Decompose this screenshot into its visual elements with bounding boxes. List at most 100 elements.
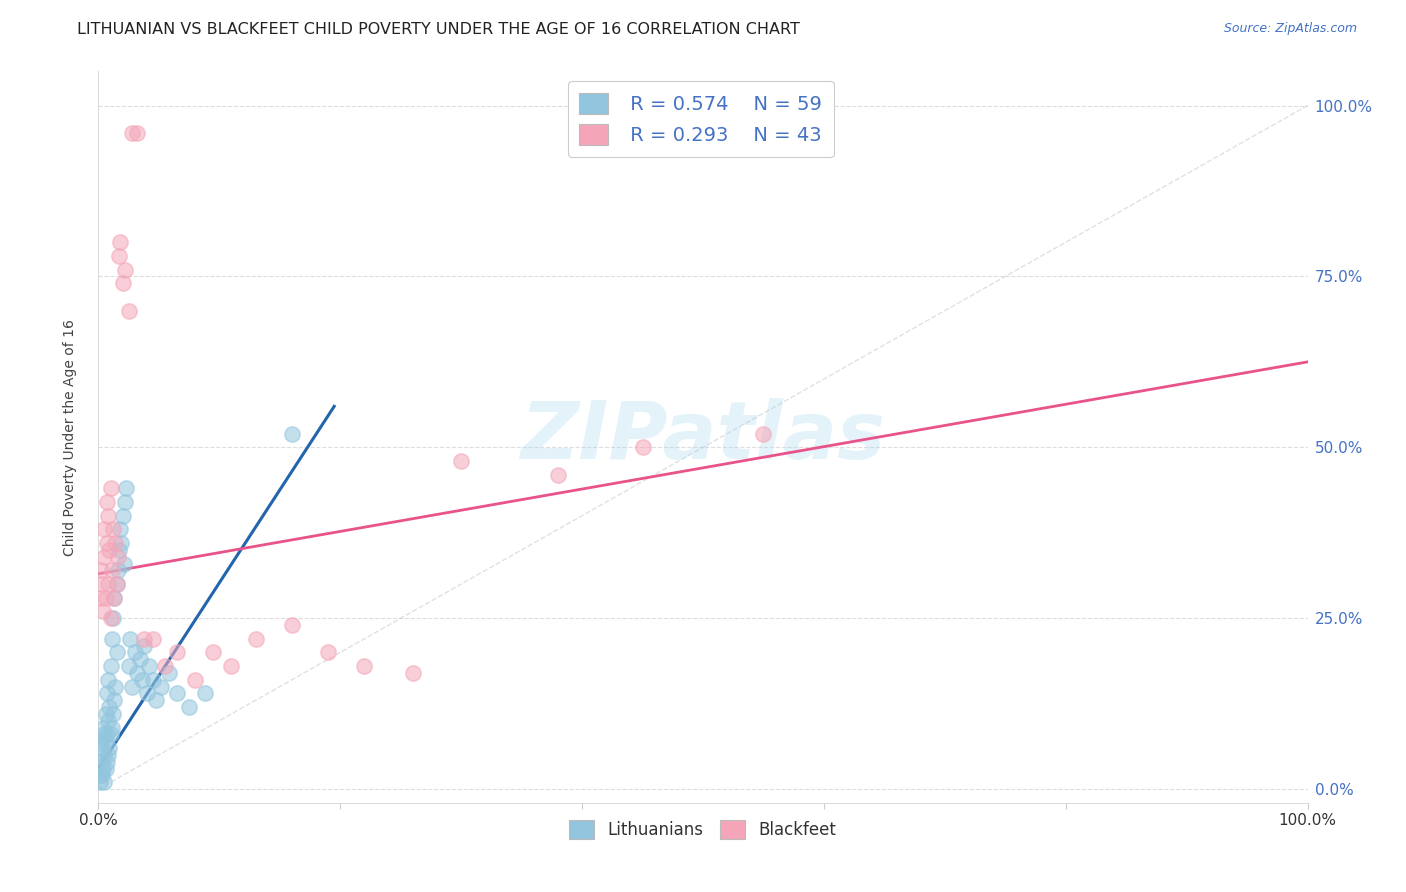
Point (96, 495, 118, 509)
Point (97, 673, 120, 687)
Point (94, 762, 117, 776)
Point (94, 591, 117, 605)
Point (111, 277, 134, 291)
Point (631, 440, 654, 454)
Point (103, 591, 125, 605)
Point (100, 659, 122, 673)
Point (135, 686, 157, 700)
Point (115, 481, 138, 495)
Point (105, 577, 128, 591)
Point (100, 611, 122, 625)
Point (127, 665, 149, 680)
Point (96, 755, 118, 769)
Point (93, 522, 115, 536)
Point (110, 536, 132, 550)
Point (91, 762, 114, 776)
Point (93, 727, 115, 741)
Point (157, 665, 180, 680)
Point (97, 508, 120, 523)
Point (127, 126, 149, 140)
Y-axis label: Child Poverty Under the Age of 16: Child Poverty Under the Age of 16 (63, 318, 77, 556)
Point (100, 632, 122, 646)
Point (138, 659, 160, 673)
Legend: Lithuanians, Blackfeet: Lithuanians, Blackfeet (562, 814, 844, 846)
Point (105, 645, 128, 659)
Point (142, 632, 165, 646)
Point (111, 508, 134, 523)
Point (118, 632, 141, 646)
Point (131, 673, 153, 687)
Point (103, 693, 125, 707)
Point (100, 727, 122, 741)
Point (103, 591, 125, 605)
Point (121, 680, 143, 694)
Point (93, 747, 115, 762)
Point (184, 673, 207, 687)
Point (98, 700, 121, 714)
Text: LITHUANIAN VS BLACKFEET CHILD POVERTY UNDER THE AGE OF 16 CORRELATION CHART: LITHUANIAN VS BLACKFEET CHILD POVERTY UN… (77, 22, 800, 37)
Point (179, 700, 201, 714)
Point (96, 686, 118, 700)
Point (108, 522, 131, 536)
Point (97, 714, 120, 728)
Point (112, 557, 135, 571)
Point (101, 706, 124, 721)
Point (101, 522, 124, 536)
Point (96, 536, 118, 550)
Point (128, 652, 150, 666)
Point (281, 618, 304, 632)
Point (94, 734, 117, 748)
Point (91, 577, 114, 591)
Point (134, 632, 156, 646)
Point (100, 481, 122, 495)
Point (107, 563, 129, 577)
Point (547, 467, 569, 482)
Point (150, 680, 173, 694)
Point (124, 645, 146, 659)
Point (105, 577, 128, 591)
Point (166, 686, 188, 700)
Point (450, 454, 472, 468)
Point (104, 536, 127, 550)
Point (93, 549, 115, 564)
Point (202, 645, 225, 659)
Point (90, 755, 112, 769)
Point (97, 577, 120, 591)
Point (90, 734, 112, 748)
Point (108, 235, 131, 250)
Point (96, 727, 118, 741)
Point (89, 775, 111, 789)
Point (91, 721, 114, 735)
Point (145, 693, 167, 707)
Point (90, 563, 112, 577)
Point (281, 426, 304, 441)
Point (94, 706, 117, 721)
Point (142, 673, 165, 687)
Point (221, 659, 243, 673)
Point (134, 639, 156, 653)
Point (121, 126, 143, 140)
Point (91, 768, 114, 782)
Point (97, 747, 120, 762)
Point (98, 741, 121, 756)
Point (100, 721, 122, 735)
Point (353, 659, 375, 673)
Text: Source: ZipAtlas.com: Source: ZipAtlas.com (1223, 22, 1357, 36)
Point (118, 659, 141, 673)
Point (93, 775, 115, 789)
Point (114, 495, 136, 509)
Point (108, 249, 131, 263)
Point (100, 563, 122, 577)
Point (194, 686, 217, 700)
Point (104, 680, 127, 694)
Point (108, 542, 131, 557)
Point (91, 741, 114, 756)
Point (114, 262, 136, 277)
Point (89, 768, 111, 782)
Point (118, 303, 141, 318)
Point (245, 632, 267, 646)
Point (166, 645, 188, 659)
Point (752, 426, 775, 441)
Point (101, 611, 124, 625)
Point (107, 549, 129, 564)
